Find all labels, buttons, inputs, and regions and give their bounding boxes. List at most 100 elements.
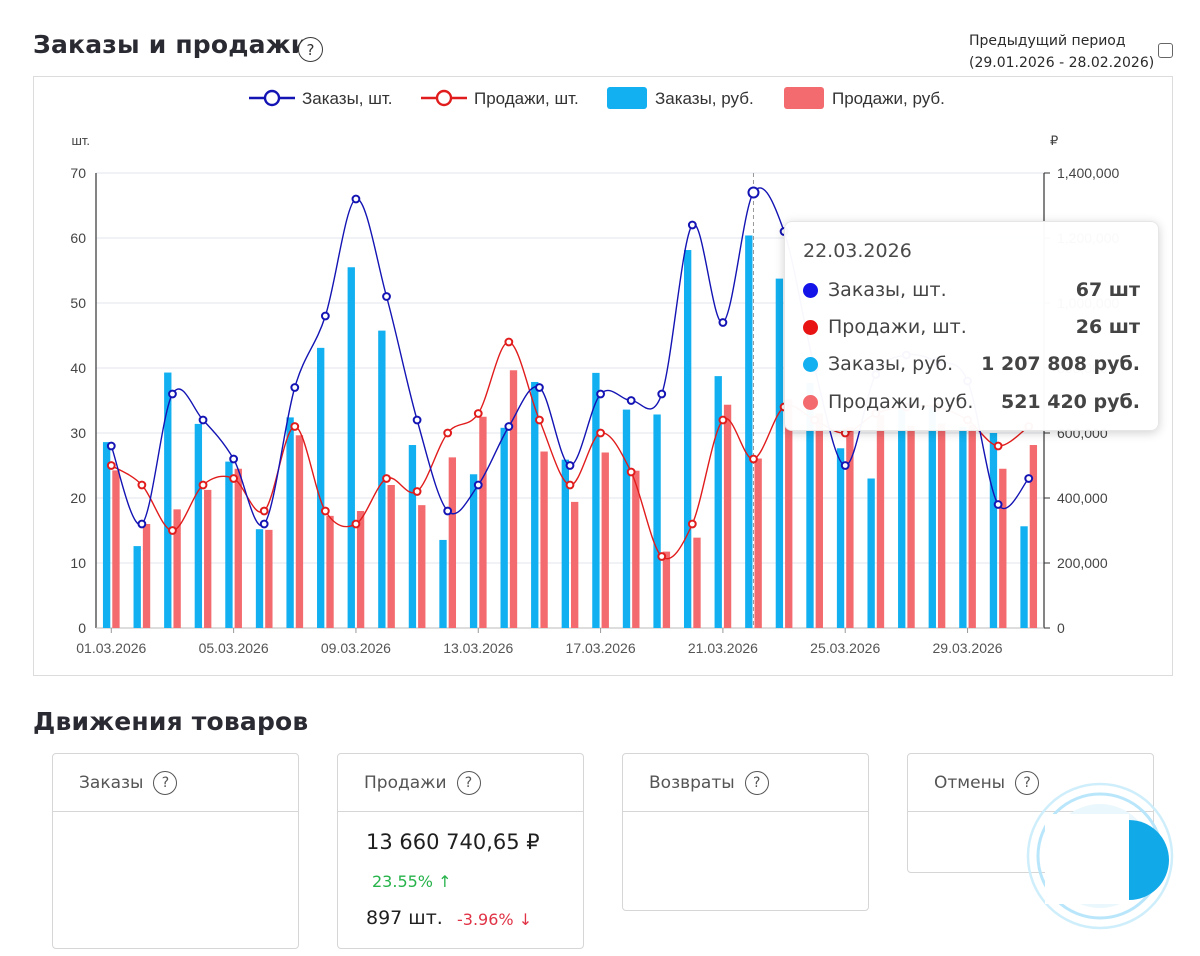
sales-qty-point xyxy=(137,480,147,490)
left-axis-unit: шт. xyxy=(71,133,90,148)
orders-rub-bar xyxy=(745,235,753,628)
x-axis-tick-label: 05.03.2026 xyxy=(199,640,269,656)
help-icon[interactable]: ? xyxy=(1015,770,1040,795)
orders-qty-point xyxy=(382,292,391,301)
page-title: Заказы и продажи xyxy=(33,30,309,59)
orders-rub-bar xyxy=(806,382,814,628)
chart-svg: 0102030405060700200,000400,000600,000800… xyxy=(70,87,1119,656)
left-axis-tick-label: 40 xyxy=(70,360,86,376)
tooltip-label: Продажи, руб. xyxy=(828,391,974,413)
sales-qty-point xyxy=(259,506,269,516)
sales-qty-dot-icon xyxy=(803,319,818,335)
sales-rub-bar xyxy=(234,468,242,628)
sales-qty-point xyxy=(596,428,605,438)
right-axis-unit: ₽ xyxy=(1050,133,1058,148)
orders-qty-point xyxy=(106,441,116,451)
help-icon[interactable]: ? xyxy=(744,770,769,795)
legend-orders-qty-marker xyxy=(263,89,281,107)
orders-rub-dot-icon xyxy=(803,356,818,372)
card-label: Возвраты xyxy=(649,772,735,793)
card-label: Заказы xyxy=(79,772,144,793)
sales-qty-point xyxy=(198,480,208,490)
sales-amount: 13 660 740,65 ₽ xyxy=(366,830,540,854)
sales-qty-point xyxy=(290,422,300,431)
sales-card: Продажи ? 13 660 740,65 ₽ 23.55% ↑ 897 ш… xyxy=(337,753,584,949)
orders-qty-point xyxy=(504,422,514,431)
orders-rub-bar xyxy=(317,347,325,628)
orders-rub-bar xyxy=(898,406,906,628)
sales-qty-point xyxy=(504,337,514,347)
sales-rub-bar xyxy=(571,501,579,628)
sales-qty-point xyxy=(626,467,636,477)
sales-rub-bar xyxy=(815,413,823,628)
sales-qty-point xyxy=(351,519,361,529)
orders-qty-point xyxy=(229,454,239,464)
left-axis-tick-label: 30 xyxy=(70,425,86,441)
tooltip-date: 22.03.2026 xyxy=(803,240,912,262)
orders-qty-point xyxy=(320,311,330,321)
orders-qty-point xyxy=(596,389,605,399)
previous-period-label: Предыдущий период (29.01.2026 - 28.02.20… xyxy=(969,30,1154,74)
orders-qty-point xyxy=(626,396,636,405)
sales-rub-bar xyxy=(754,458,762,628)
tooltip-value: 67 шт xyxy=(1075,279,1140,301)
sales-qty-point xyxy=(320,506,330,516)
previous-period-checkbox[interactable] xyxy=(1158,43,1173,58)
sales-rub-bar xyxy=(540,451,548,628)
card-header: Отмены ? xyxy=(908,754,1153,812)
orders-qty-point xyxy=(137,519,147,529)
sales-rub-bar xyxy=(295,435,304,628)
orders-qty-point xyxy=(993,500,1003,509)
orders-qty-point xyxy=(473,480,483,490)
help-icon[interactable]: ? xyxy=(153,770,178,795)
legend-sales-rub-label: Продажи, руб. xyxy=(832,89,945,108)
orders-qty-point xyxy=(840,461,850,470)
orders-rub-bar xyxy=(561,459,569,628)
right-axis-tick-label: 400,000 xyxy=(1057,490,1108,506)
orders-qty-point xyxy=(747,186,760,199)
orders-rub-bar xyxy=(439,539,447,628)
right-axis-tick-label: 1,400,000 xyxy=(1057,165,1119,181)
sales-qty-point xyxy=(443,428,453,438)
orders-qty-point xyxy=(657,389,667,399)
sales-qty-point xyxy=(993,441,1003,451)
orders-qty-point xyxy=(198,415,208,425)
sales-rub-dot-icon xyxy=(803,394,818,410)
orders-sales-chart[interactable]: 0102030405060700200,000400,000600,000800… xyxy=(33,76,1173,676)
orders-rub-bar xyxy=(622,409,631,628)
movement-title: Движения товаров xyxy=(33,707,309,736)
sales-qty-point xyxy=(687,519,697,529)
orders-qty-point xyxy=(565,461,575,470)
orders-qty-point xyxy=(718,318,728,327)
sales-qty-point xyxy=(718,415,728,425)
sales-rub-bar xyxy=(693,537,701,628)
orders-qty-point xyxy=(535,383,544,392)
orders-rub-bar xyxy=(989,433,998,628)
help-icon[interactable]: ? xyxy=(456,770,481,795)
sales-rub-bar xyxy=(723,404,732,628)
sales-rub-bar xyxy=(387,485,395,628)
sales-rub-bar xyxy=(937,423,946,628)
orders-rub-bar xyxy=(469,474,478,628)
sales-qty-point xyxy=(412,487,422,496)
orders-qty-point xyxy=(443,506,453,516)
orders-rub-bar xyxy=(286,417,294,628)
tooltip-row-orders-rub: Заказы, руб. 1 207 808 руб. xyxy=(803,350,1140,378)
tooltip-value: 521 420 руб. xyxy=(1000,391,1140,413)
sales-rub-bar xyxy=(418,505,426,628)
help-icon[interactable]: ? xyxy=(298,37,323,62)
left-axis-tick-label: 60 xyxy=(70,230,86,246)
x-axis-tick-label: 09.03.2026 xyxy=(321,640,391,656)
tooltip-row-orders-qty: Заказы, шт. 67 шт xyxy=(803,276,1140,304)
tooltip-row-sales-qty: Продажи, шт. 26 шт xyxy=(803,313,1140,341)
orders-rub-bar xyxy=(347,267,355,628)
orders-rub-bar xyxy=(775,278,784,628)
orders-rub-bar xyxy=(836,448,845,628)
x-axis-tick-label: 25.03.2026 xyxy=(810,640,880,656)
sales-qty-point xyxy=(382,474,391,483)
sales-quantity: 897 шт. xyxy=(366,907,443,929)
left-axis-tick-label: 70 xyxy=(70,165,86,181)
sales-rub-bar xyxy=(876,415,885,628)
right-axis-tick-label: 200,000 xyxy=(1057,555,1108,571)
legend-sales-qty-marker xyxy=(435,89,453,107)
